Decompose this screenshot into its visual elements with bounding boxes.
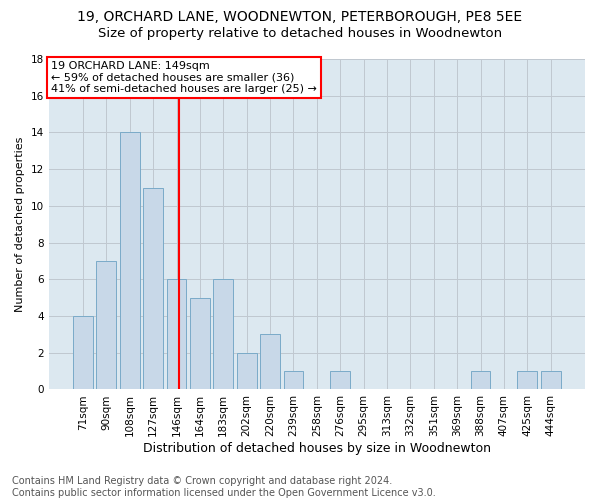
Bar — [120, 132, 140, 390]
Bar — [73, 316, 93, 390]
Text: Contains HM Land Registry data © Crown copyright and database right 2024.
Contai: Contains HM Land Registry data © Crown c… — [12, 476, 436, 498]
Text: 19 ORCHARD LANE: 149sqm
← 59% of detached houses are smaller (36)
41% of semi-de: 19 ORCHARD LANE: 149sqm ← 59% of detache… — [52, 60, 317, 94]
Bar — [237, 352, 257, 390]
Bar — [167, 280, 187, 390]
Text: 19, ORCHARD LANE, WOODNEWTON, PETERBOROUGH, PE8 5EE: 19, ORCHARD LANE, WOODNEWTON, PETERBOROU… — [77, 10, 523, 24]
Bar — [190, 298, 210, 390]
Bar — [330, 371, 350, 390]
Bar — [97, 261, 116, 390]
Y-axis label: Number of detached properties: Number of detached properties — [15, 136, 25, 312]
Bar — [260, 334, 280, 390]
Bar — [517, 371, 537, 390]
Bar — [143, 188, 163, 390]
Bar — [214, 280, 233, 390]
Text: Size of property relative to detached houses in Woodnewton: Size of property relative to detached ho… — [98, 28, 502, 40]
X-axis label: Distribution of detached houses by size in Woodnewton: Distribution of detached houses by size … — [143, 442, 491, 455]
Bar — [470, 371, 490, 390]
Bar — [284, 371, 304, 390]
Bar — [541, 371, 560, 390]
